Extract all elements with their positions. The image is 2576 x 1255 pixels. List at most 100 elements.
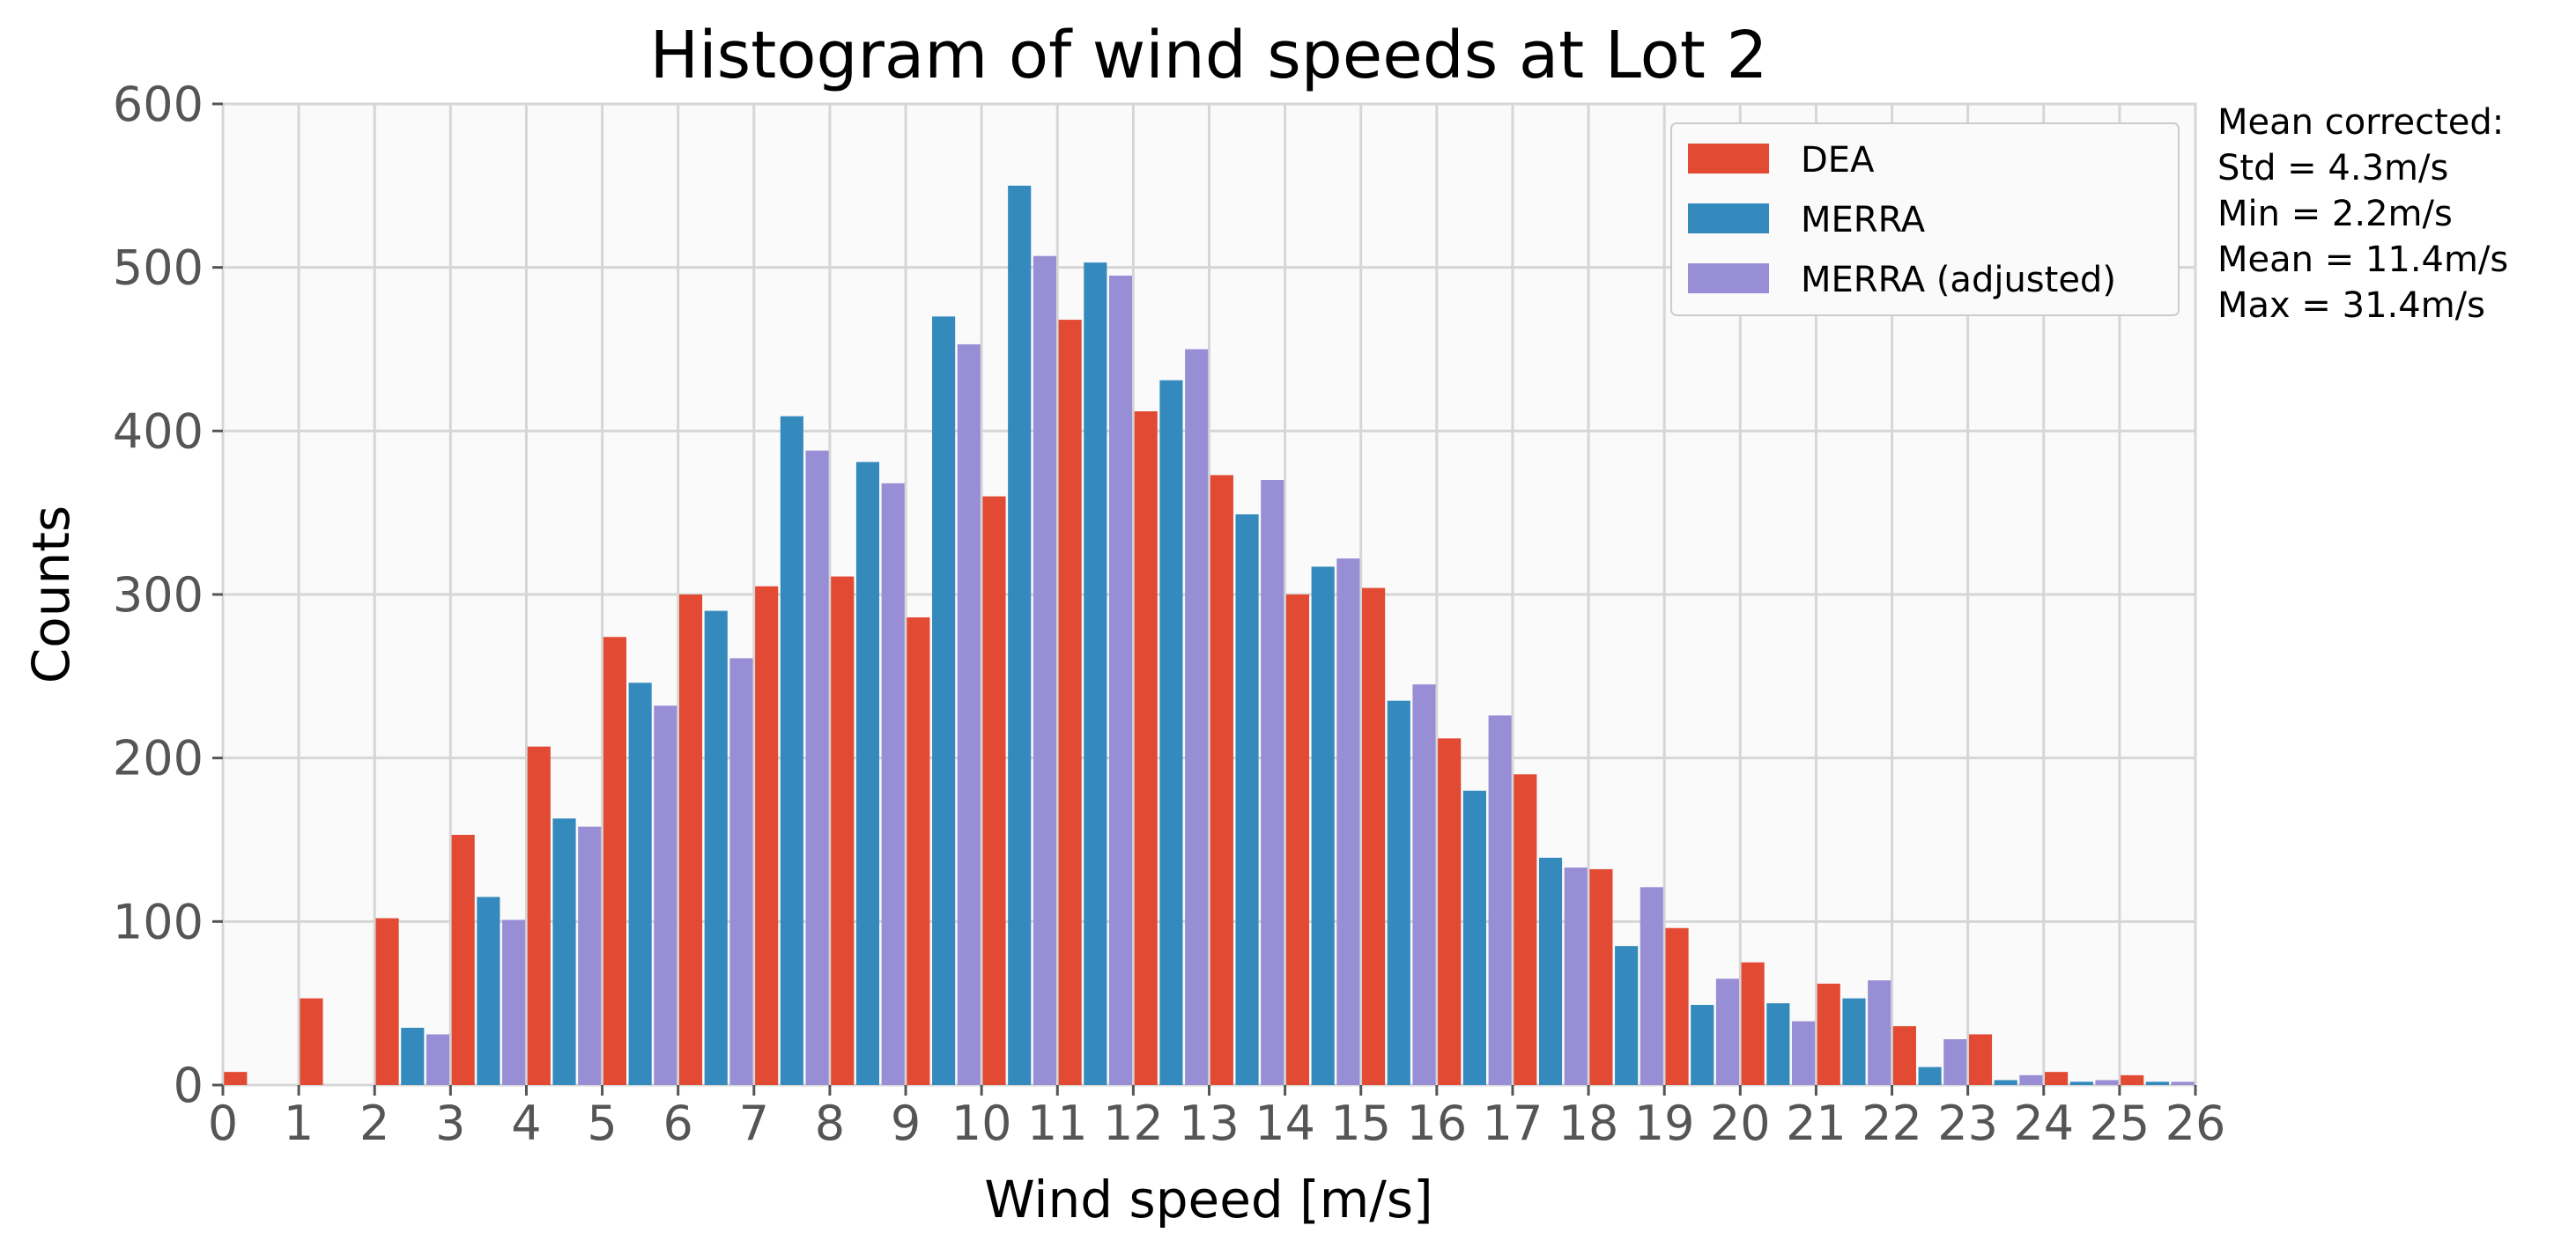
bar-dea: [678, 594, 703, 1085]
bar-merra-adjusted: [1488, 715, 1512, 1085]
bar-dea: [1665, 927, 1689, 1085]
bar-dea: [2045, 1072, 2069, 1085]
bar-merra: [477, 897, 500, 1085]
bar-merra: [1235, 514, 1259, 1085]
x-tick-label: 17: [1483, 1096, 1543, 1151]
bar-dea: [300, 998, 323, 1085]
bar-dea: [1438, 738, 1462, 1085]
bar-merra: [855, 461, 880, 1085]
stats-annotation: Mean corrected: Std = 4.3m/s Min = 2.2m/…: [2217, 102, 2508, 326]
bar-merra-adjusted: [1640, 887, 1663, 1085]
bar-dea: [224, 1072, 248, 1085]
x-tick-label: 2: [359, 1096, 389, 1151]
bar-merra-adjusted: [1108, 275, 1133, 1085]
x-tick-label: 14: [1255, 1096, 1315, 1151]
stats-line-mean: Mean = 11.4m/s: [2217, 240, 2508, 280]
bar-dea: [1741, 962, 1765, 1085]
bar-dea: [755, 586, 779, 1085]
bar-merra: [1387, 700, 1410, 1085]
x-tick-label: 4: [511, 1096, 541, 1151]
x-axis-label: Wind speed [m/s]: [984, 1170, 1432, 1229]
bar-merra: [1159, 380, 1183, 1085]
bar-dea: [1817, 983, 1840, 1085]
legend-label-merra-adjusted: MERRA (adjusted): [1801, 260, 2116, 300]
bar-merra-adjusted: [1412, 684, 1436, 1085]
bar-merra: [1842, 998, 1866, 1085]
legend-label-dea: DEA: [1801, 140, 1875, 181]
x-tick-label: 23: [1937, 1096, 1998, 1151]
x-tick-label: 10: [951, 1096, 1012, 1151]
bar-merra: [1084, 262, 1107, 1085]
bar-merra-adjusted: [1033, 255, 1056, 1085]
bar-merra-adjusted: [502, 919, 526, 1085]
x-tick-label: 24: [2013, 1096, 2074, 1151]
legend-swatch-dea: [1688, 144, 1769, 173]
bar-merra-adjusted: [2171, 1082, 2195, 1085]
axis-ticks: 0 1 2 3 4 5 6 7 8 9 10 11 12 13 14 15 16 17 18 19 20 21 22 23 24…: [113, 77, 2225, 1151]
bar-merra-adjusted: [1261, 480, 1284, 1085]
bar-merra: [1462, 790, 1486, 1085]
bar-merra-adjusted: [957, 343, 981, 1085]
bar-merra-adjusted: [654, 705, 677, 1085]
y-tick-label: 200: [113, 731, 204, 786]
x-tick-label: 5: [587, 1096, 617, 1151]
bar-merra-adjusted: [729, 658, 753, 1085]
bar-merra-adjusted: [1715, 978, 1740, 1085]
bar-dea: [1285, 594, 1310, 1085]
bar-merra-adjusted: [881, 483, 905, 1085]
x-tick-label: 0: [208, 1096, 238, 1151]
bar-dea: [375, 918, 399, 1085]
x-tick-label: 7: [739, 1096, 769, 1151]
x-tick-label: 22: [1862, 1096, 1922, 1151]
stats-line-std: Std = 4.3m/s: [2217, 148, 2448, 188]
bar-dea: [603, 637, 626, 1085]
legend: DEA MERRA MERRA (adjusted): [1670, 122, 2180, 316]
bar-merra: [401, 1028, 425, 1085]
x-tick-label: 20: [1710, 1096, 1771, 1151]
bar-merra-adjusted: [2019, 1074, 2043, 1085]
bar-merra-adjusted: [578, 826, 602, 1085]
bar-merra: [1918, 1067, 1942, 1085]
bar-dea: [1362, 587, 1386, 1085]
bar-dea: [831, 576, 855, 1085]
bar-dea: [1892, 1026, 1916, 1085]
x-tick-label: 26: [2165, 1096, 2226, 1151]
bar-dea: [1210, 475, 1233, 1085]
x-tick-label: 19: [1634, 1096, 1695, 1151]
bar-merra-adjusted: [2095, 1080, 2119, 1085]
y-tick-label: 400: [113, 403, 204, 459]
bar-merra-adjusted: [426, 1034, 450, 1085]
legend-label-merra: MERRA: [1801, 200, 1926, 240]
bar-dea: [1134, 411, 1158, 1085]
legend-swatch-merra: [1688, 203, 1769, 233]
x-tick-label: 13: [1179, 1096, 1240, 1151]
x-tick-label: 3: [435, 1096, 465, 1151]
bar-merra: [1311, 566, 1335, 1085]
bar-dea: [451, 834, 475, 1085]
bar-dea: [527, 746, 551, 1085]
bar-dea: [2121, 1074, 2144, 1085]
y-tick-label: 500: [113, 240, 204, 296]
bar-dea: [1514, 774, 1537, 1085]
bar-dea: [1589, 868, 1613, 1085]
stats-line-heading: Mean corrected:: [2217, 102, 2504, 143]
bar-merra: [2069, 1082, 2093, 1085]
x-tick-label: 11: [1027, 1096, 1088, 1151]
y-axis-label: Counts: [21, 506, 81, 683]
y-tick-label: 100: [113, 894, 204, 949]
bar-merra-adjusted: [1868, 980, 1891, 1085]
bar-merra: [1008, 185, 1032, 1086]
bar-merra: [552, 818, 576, 1085]
x-tick-label: 9: [891, 1096, 921, 1151]
bar-merra: [2145, 1082, 2170, 1085]
x-tick-label: 25: [2090, 1096, 2150, 1151]
bar-merra-adjusted: [1336, 558, 1360, 1085]
bar-merra-adjusted: [1564, 867, 1588, 1085]
bar-merra: [1615, 946, 1639, 1085]
bar-merra-adjusted: [1943, 1039, 1967, 1085]
legend-box: [1670, 122, 2180, 316]
bar-merra: [780, 416, 803, 1086]
bar-merra: [704, 610, 728, 1085]
y-tick-label: 600: [113, 77, 204, 132]
